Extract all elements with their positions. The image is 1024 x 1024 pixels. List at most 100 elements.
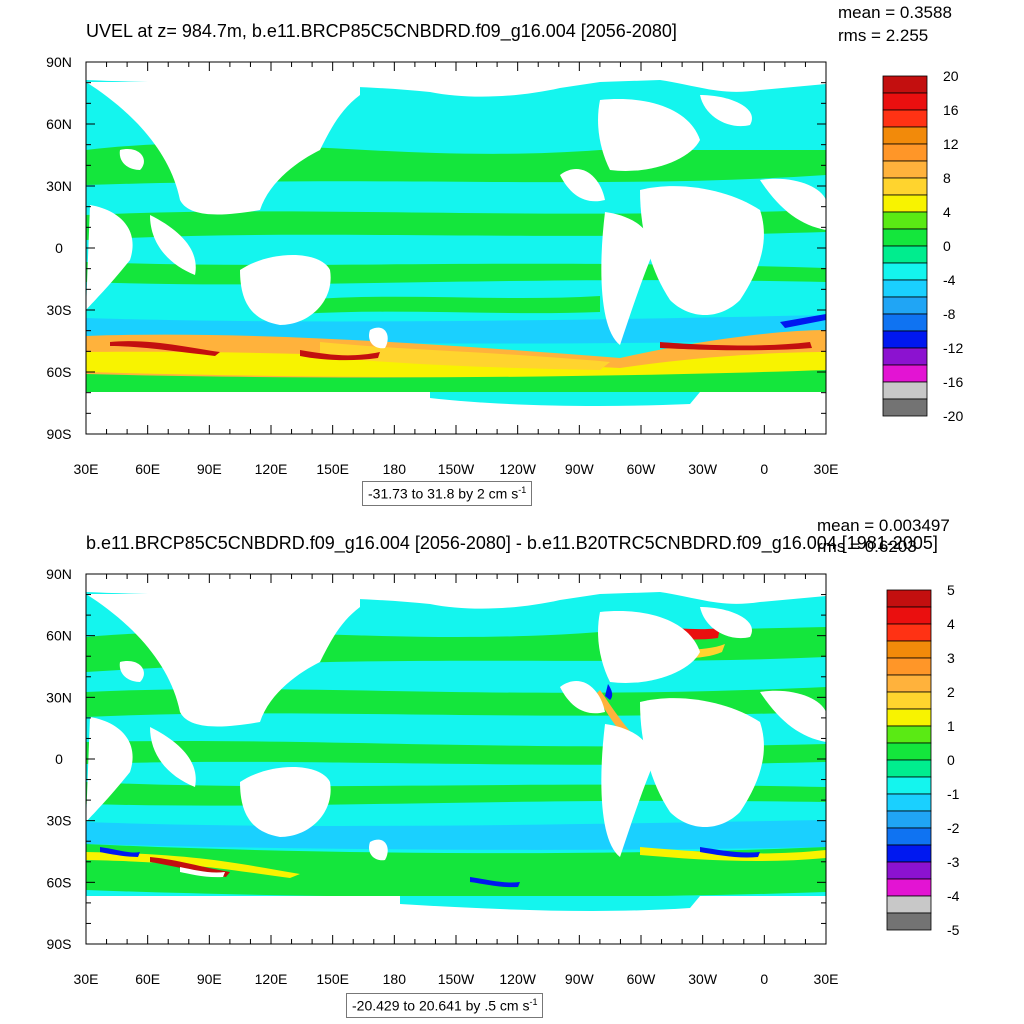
colorbar-cell	[882, 279, 928, 298]
colorbar-label: -2	[947, 820, 960, 836]
lon-tick-label: 180	[383, 971, 407, 987]
colorbar-cell	[886, 878, 932, 897]
lat-tick-label: 30S	[47, 813, 72, 829]
lat-tick-label: 90N	[46, 566, 72, 582]
colorbar-label: 0	[947, 752, 955, 768]
lon-tick-label: 150W	[438, 971, 475, 987]
map-panel-top: UVEL at z= 984.7m, b.e11.BRCP85C5CNBDRD.…	[46, 3, 963, 506]
colorbar-label: 4	[947, 616, 955, 632]
colorbar-label: -5	[947, 922, 960, 938]
colorbar-cell	[886, 810, 932, 829]
colorbar-label: -3	[947, 854, 960, 870]
colorbar-cell	[886, 759, 932, 778]
colorbar-cell	[882, 245, 928, 264]
lon-tick-label: 120W	[499, 461, 536, 477]
mean-stat: mean = 0.003497	[817, 516, 950, 535]
colorbar-label: 0	[943, 238, 951, 254]
contour-range-caption: -31.73 to 31.8 by 2 cm s-1	[362, 481, 533, 506]
colorbar-cell	[882, 177, 928, 196]
colorbar-label: -1	[947, 786, 960, 802]
lon-tick-label: 150E	[316, 461, 349, 477]
colorbar-cell	[882, 313, 928, 332]
colorbar-cell	[882, 262, 928, 281]
lon-tick-label: 30E	[74, 971, 99, 987]
colorbar-cell	[886, 827, 932, 846]
colorbar-label: -20	[943, 408, 963, 424]
lon-tick-label: 30E	[814, 461, 839, 477]
colorbar-cell	[886, 844, 932, 863]
lon-tick-label: 30W	[688, 971, 718, 987]
rms-stat: rms = 2.255	[838, 26, 929, 45]
ocean-velocity-map: 90N 60N 30N 0 30S 60S 90S 30E 60E 90E 120E 150E 180…	[46, 54, 963, 477]
lon-tick-label: 120E	[255, 461, 288, 477]
lat-tick-label: 90S	[47, 426, 72, 442]
colorbar-label: 12	[943, 136, 959, 152]
lat-tick-label: 90S	[47, 936, 72, 952]
colorbar-cell	[882, 143, 928, 162]
velocity-difference-map: 90N 60N 30N 0 30S 60S 90S 30E 60E 90E 120E 150E 180…	[46, 566, 960, 987]
colorbar-label: -8	[943, 306, 956, 322]
lat-tick-label: 60S	[47, 364, 72, 380]
lon-tick-label: 30E	[74, 461, 99, 477]
lat-tick-label: 30N	[46, 689, 72, 705]
lon-tick-label: 90E	[197, 461, 222, 477]
colorbar-cell	[886, 776, 932, 795]
lon-tick-label: 0	[760, 461, 768, 477]
contour-range-caption: -20.429 to 20.641 by .5 cm s-1	[346, 993, 544, 1018]
colorbar-cell	[882, 398, 928, 417]
colorbar-cell	[882, 330, 928, 349]
mean-stat: mean = 0.3588	[838, 3, 952, 22]
colorbar-cell	[882, 211, 928, 230]
colorbar-label: 16	[943, 102, 959, 118]
colorbar-label: -16	[943, 374, 963, 390]
colorbar-label: 8	[943, 170, 951, 186]
colorbar-cell	[886, 708, 932, 727]
colorbar-cell	[882, 160, 928, 179]
colorbar-cell	[882, 194, 928, 213]
colorbar-cell	[882, 75, 928, 94]
lon-tick-label: 180	[383, 461, 407, 477]
colorbar-cell	[886, 725, 932, 744]
rms-stat: rms = 0.6203	[817, 537, 917, 556]
colorbar-cell	[882, 296, 928, 315]
lat-tick-label: 60S	[47, 874, 72, 890]
lon-tick-label: 150E	[316, 971, 349, 987]
colorbar-cell	[886, 589, 932, 608]
colorbar-cell	[882, 381, 928, 400]
colorbar-cell	[886, 742, 932, 761]
colorbar: 5 4 3 2 1 0 -1 -2 -3 -4 -5	[886, 582, 960, 938]
lon-tick-label: 60E	[135, 461, 160, 477]
colorbar-cell	[882, 126, 928, 145]
colorbar-cell	[882, 228, 928, 247]
lon-tick-label: 60W	[627, 971, 657, 987]
lat-tick-label: 0	[55, 240, 63, 256]
lon-tick-label: 120E	[255, 971, 288, 987]
colorbar: 20 16 12 8 4 0 -4 -8 -12 -16 -20	[882, 68, 963, 424]
lon-tick-label: 90E	[197, 971, 222, 987]
colorbar-label: 20	[943, 68, 959, 84]
colorbar-label: -4	[947, 888, 960, 904]
colorbar-cell	[886, 640, 932, 659]
colorbar-cell	[886, 895, 932, 914]
colorbar-cell	[886, 623, 932, 642]
lon-tick-label: 30E	[814, 971, 839, 987]
colorbar-cell	[886, 912, 932, 931]
colorbar-label: 5	[947, 582, 955, 598]
colorbar-label: -4	[943, 272, 956, 288]
lon-ticks: 30E 60E 90E 120E 150E 180 150W 120W 90W 60W 30W 0 30…	[74, 574, 839, 987]
colorbar-cell	[886, 657, 932, 676]
lon-tick-label: 90W	[565, 461, 595, 477]
lat-tick-label: 60N	[46, 628, 72, 644]
lon-tick-label: 60W	[627, 461, 657, 477]
lon-tick-label: 90W	[565, 971, 595, 987]
colorbar-label: 3	[947, 650, 955, 666]
colorbar-label: 4	[943, 204, 951, 220]
panel-title: UVEL at z= 984.7m, b.e11.BRCP85C5CNBDRD.…	[86, 21, 677, 41]
lat-tick-label: 0	[55, 751, 63, 767]
lon-tick-label: 30W	[688, 461, 718, 477]
colorbar-cell	[886, 674, 932, 693]
lat-tick-label: 30S	[47, 302, 72, 318]
colorbar-cell	[882, 347, 928, 366]
lat-tick-label: 30N	[46, 178, 72, 194]
lon-tick-label: 150W	[438, 461, 475, 477]
